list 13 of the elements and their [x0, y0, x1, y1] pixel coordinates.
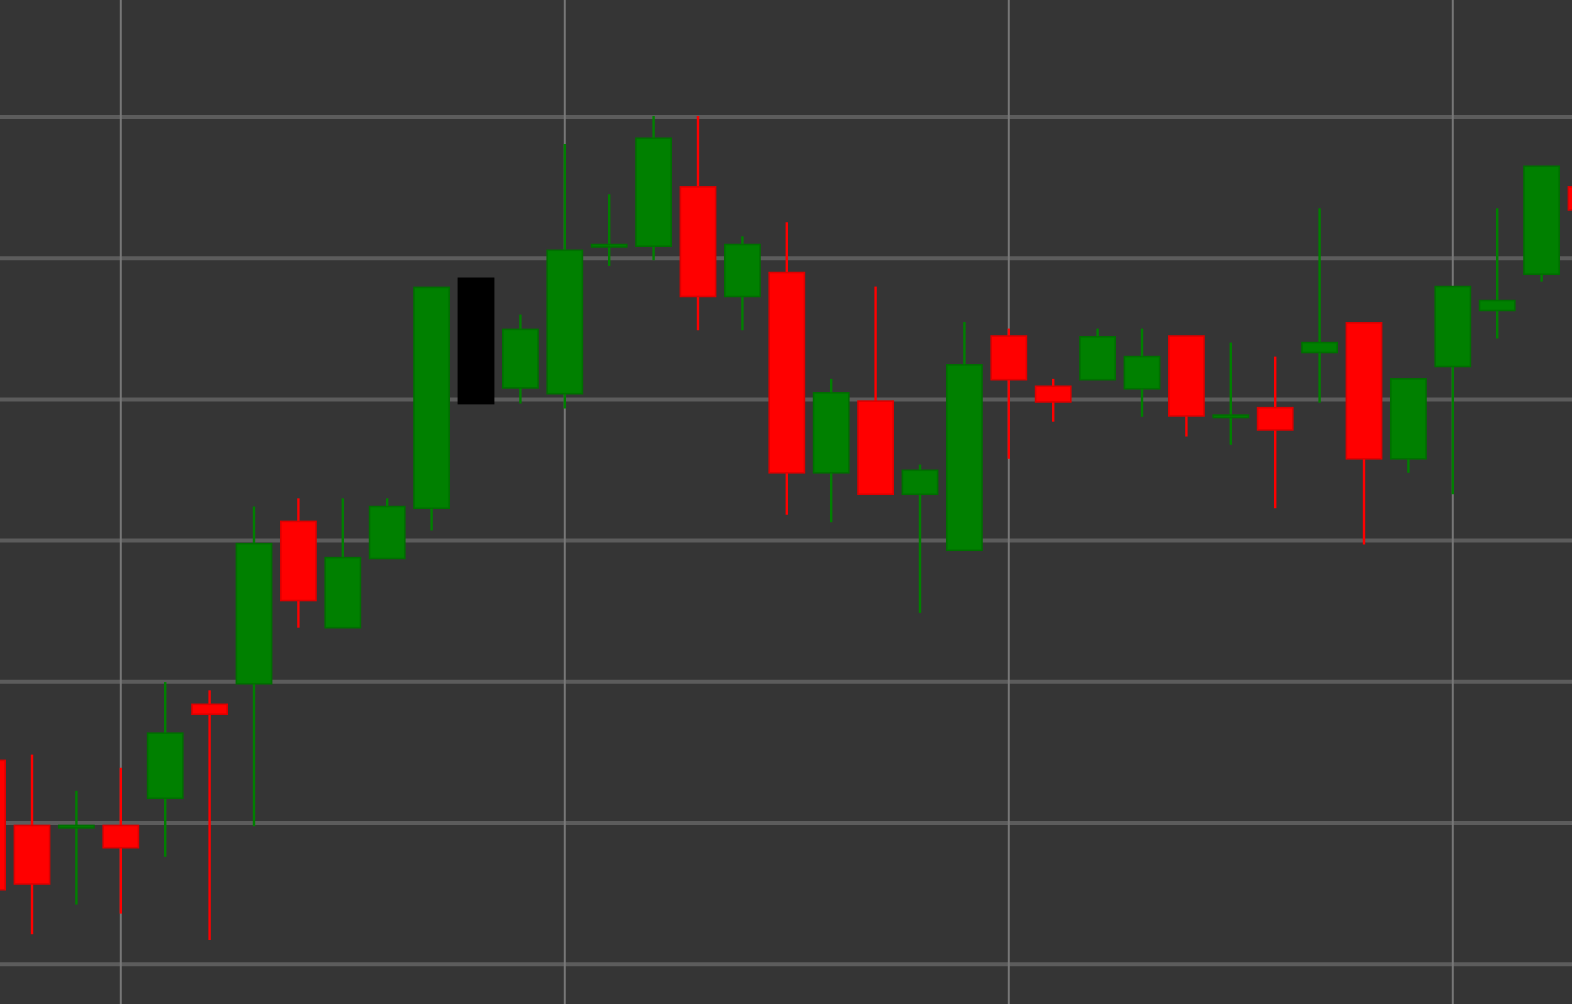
candlestick — [990, 327, 1028, 460]
candlestick — [1034, 377, 1072, 423]
candlestick — [590, 193, 628, 268]
candlestick — [1478, 207, 1516, 340]
candlestick — [191, 689, 228, 942]
candlestick — [1256, 355, 1294, 510]
candlestick — [901, 463, 939, 615]
candlestick — [1301, 207, 1338, 404]
candlestick — [1212, 341, 1250, 446]
candlestick — [102, 766, 140, 915]
candlestick — [1123, 327, 1161, 418]
candlestick — [1079, 327, 1116, 381]
candlestick — [58, 789, 95, 906]
